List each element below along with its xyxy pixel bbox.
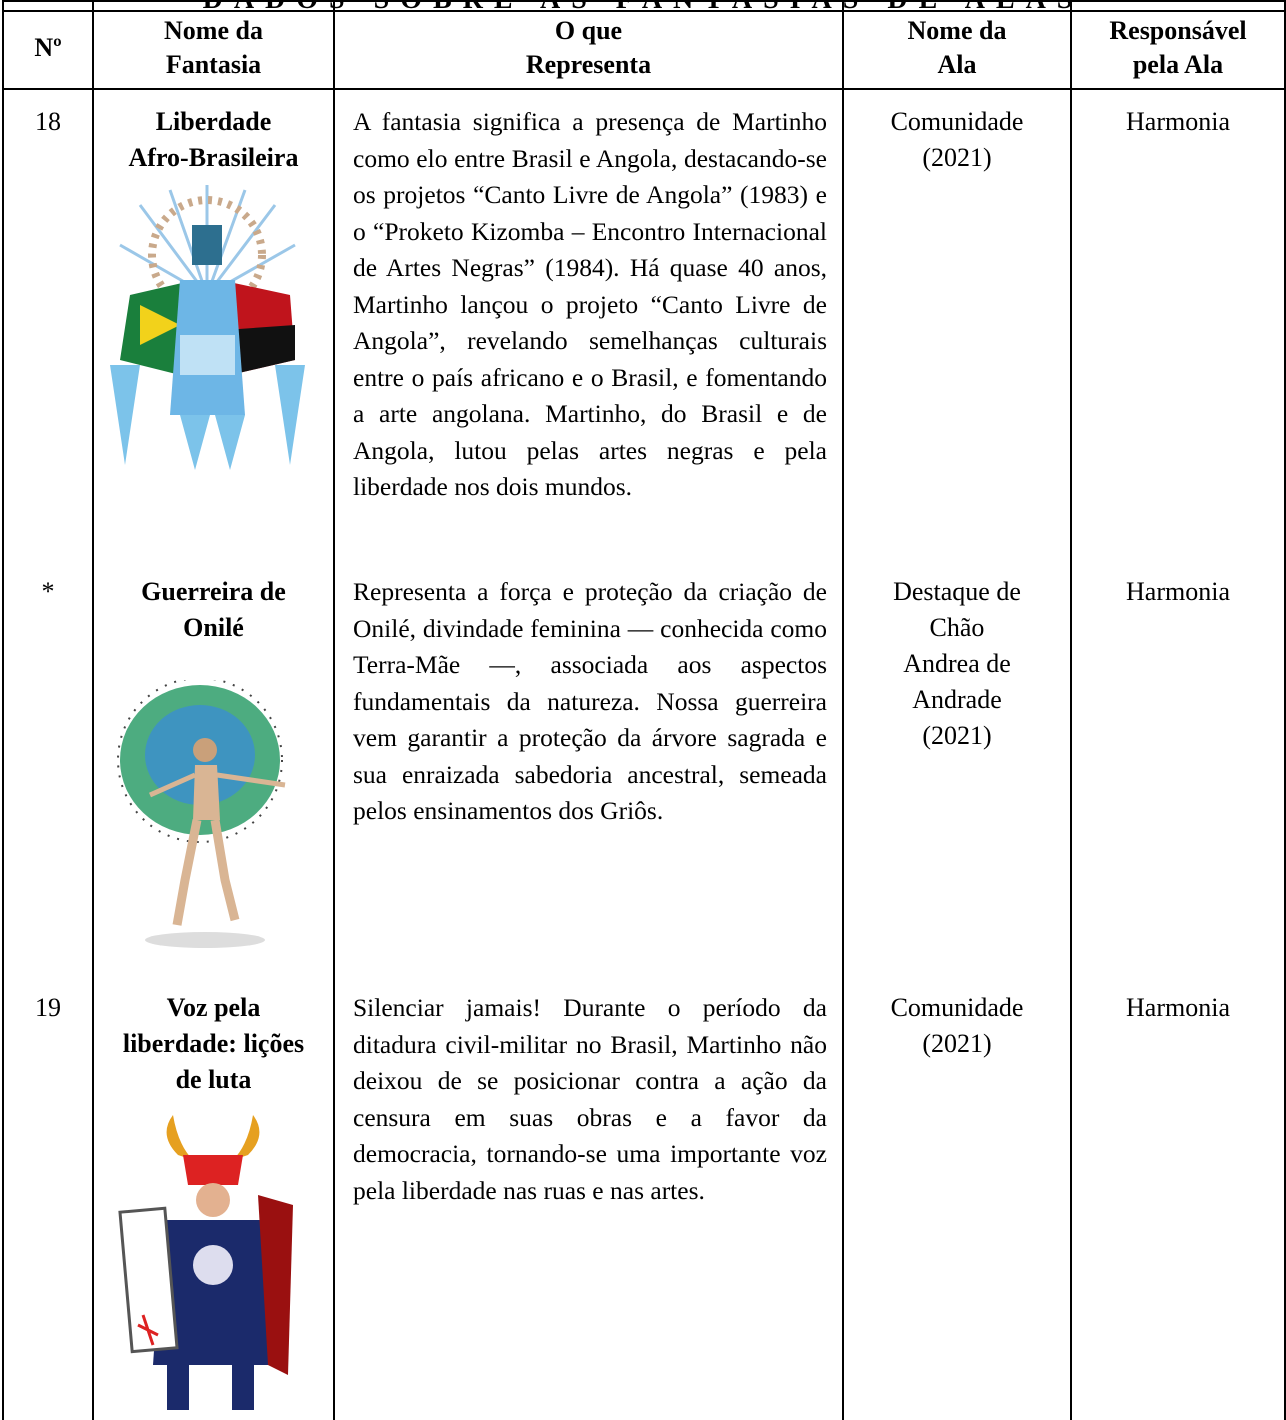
- border: [333, 0, 335, 1420]
- border: [1284, 0, 1286, 1420]
- column-header: Nome da Fantasia: [164, 16, 263, 79]
- cell-responsible: Harmonia: [1126, 107, 1230, 136]
- cell-name: Liberdade Afro-Brasileira: [128, 107, 299, 172]
- cell-ala: Comunidade (2021): [890, 993, 1024, 1058]
- costume-image: [110, 185, 305, 470]
- cell-number: *: [41, 577, 55, 606]
- costume-image: [117, 680, 286, 948]
- column-header: Responsável pela Ala: [1109, 16, 1247, 79]
- border: [2, 0, 1286, 2]
- column-header: Nome da Ala: [907, 16, 1007, 79]
- border: [842, 0, 844, 1420]
- cell-description: Representa a força e proteção da criação…: [353, 577, 827, 825]
- cell-responsible: Harmonia: [1126, 577, 1230, 606]
- border: [2, 10, 1286, 12]
- costume-image: [118, 1115, 293, 1410]
- column-header: Nº: [34, 33, 62, 62]
- border: [92, 0, 94, 1420]
- cell-description: Silenciar jamais! Durante o período da d…: [353, 993, 827, 1205]
- cell-number: 18: [35, 107, 61, 136]
- border: [2, 88, 1286, 90]
- cell-name: Guerreira de Onilé: [141, 577, 286, 642]
- column-header: O que Representa: [525, 16, 652, 79]
- cell-ala: Destaque de Chão Andrea de Andrade (2021…: [893, 577, 1021, 750]
- cell-name: Voz pela liberdade: lições de luta: [122, 993, 305, 1094]
- border: [2, 0, 4, 1420]
- cell-ala: Comunidade (2021): [890, 107, 1024, 172]
- cell-number: 19: [35, 993, 61, 1022]
- cell-description: A fantasia significa a presença de Marti…: [353, 107, 827, 501]
- cell-responsible: Harmonia: [1126, 993, 1230, 1022]
- border: [1070, 0, 1072, 1420]
